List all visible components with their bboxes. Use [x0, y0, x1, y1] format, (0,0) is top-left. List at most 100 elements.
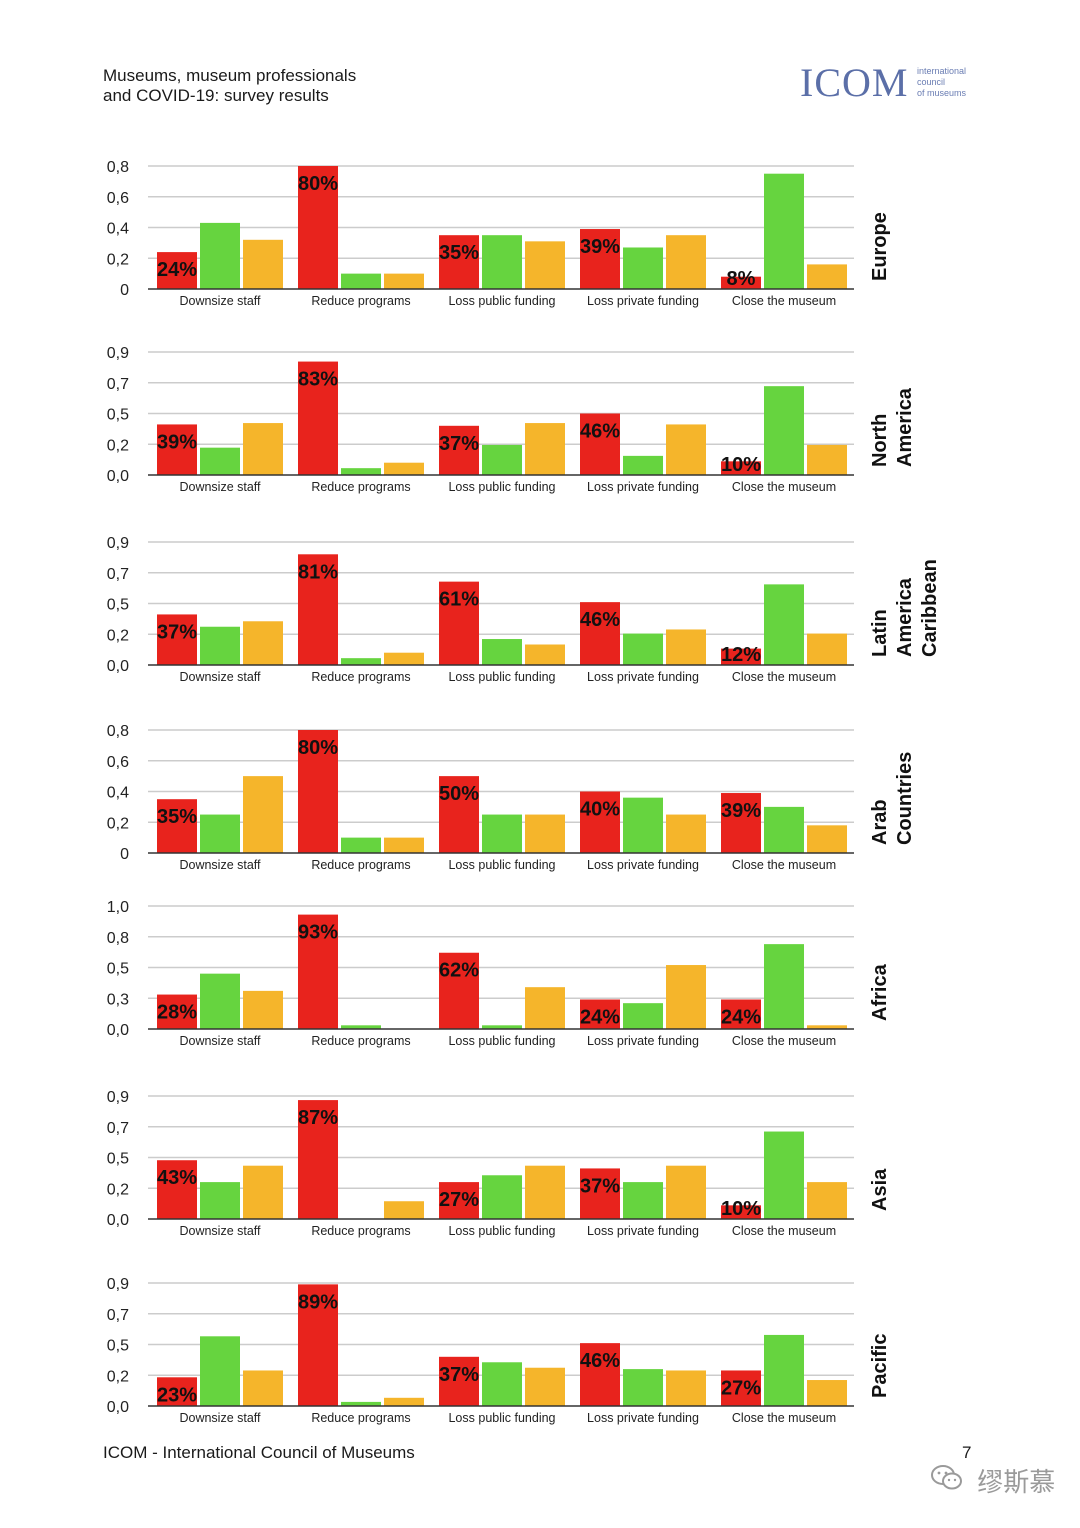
bar-orange	[384, 462, 424, 475]
category-label: Loss private funding	[587, 670, 699, 684]
bar-red	[157, 994, 197, 1029]
bar-red	[298, 166, 338, 289]
data-label: 39%	[721, 800, 761, 822]
bar-red	[439, 235, 479, 289]
chart-north-america: 0,0 0,2 0,5 0,7 0,9 39% 83% 37% 46% 10% Downsize s…	[107, 345, 916, 494]
y-tick-label: 0,7	[107, 566, 129, 583]
data-label: 24%	[721, 1006, 761, 1028]
bar-red	[298, 730, 338, 853]
bar-red	[721, 1370, 761, 1406]
category-label: Reduce programs	[311, 670, 410, 684]
data-label: 87%	[298, 1107, 338, 1129]
data-label: 80%	[298, 173, 338, 195]
bar-green	[482, 235, 522, 289]
data-label: 80%	[298, 737, 338, 759]
data-label: 12%	[721, 644, 761, 666]
category-label: Reduce programs	[311, 858, 410, 872]
bar-green	[200, 1336, 240, 1406]
bar-red	[157, 1377, 197, 1406]
category-label: Close the museum	[732, 670, 836, 684]
footer-text: ICOM - International Council of Museums	[103, 1443, 415, 1462]
y-tick-label: 0,4	[107, 221, 129, 238]
bar-green	[341, 1401, 381, 1406]
bar-red	[439, 1356, 479, 1406]
y-tick-label: 0	[120, 282, 129, 299]
category-label: Loss public funding	[448, 1034, 555, 1048]
watermark-text: 缪斯慕	[977, 1467, 1056, 1498]
category-label: Loss public funding	[448, 670, 555, 684]
bar-green	[764, 584, 804, 665]
bar-orange	[666, 814, 706, 853]
y-tick-label: 0,5	[107, 1151, 129, 1168]
data-label: 24%	[580, 1006, 620, 1028]
category-label: Downsize staff	[179, 480, 261, 494]
y-tick-label: 0,5	[107, 597, 129, 614]
category-label: Downsize staff	[179, 858, 261, 872]
category-label: Reduce programs	[311, 1034, 410, 1048]
category-label: Reduce programs	[311, 1224, 410, 1238]
bar-orange	[525, 814, 565, 853]
data-label: 61%	[439, 589, 479, 611]
y-tick-label: 0,8	[107, 723, 129, 740]
bar-red	[439, 425, 479, 475]
category-label: Loss private funding	[587, 1411, 699, 1425]
y-tick-label: 0,5	[107, 407, 129, 424]
bar-green	[341, 468, 381, 475]
bar-red	[580, 413, 620, 475]
bar-green	[482, 1025, 522, 1029]
category-label: Reduce programs	[311, 480, 410, 494]
bar-red	[580, 602, 620, 665]
category-label: Downsize staff	[179, 1224, 261, 1238]
data-label: 50%	[439, 783, 479, 805]
bar-red	[157, 252, 197, 289]
data-label: 8%	[727, 268, 756, 290]
bar-orange	[384, 837, 424, 853]
bar-orange	[807, 444, 847, 475]
y-tick-label: 0,9	[107, 1276, 129, 1293]
bar-orange	[666, 1165, 706, 1219]
category-label: Close the museum	[732, 1034, 836, 1048]
bar-red	[439, 1182, 479, 1219]
region-label: Countries	[894, 752, 916, 845]
y-tick-label: 0,6	[107, 190, 129, 207]
y-tick-label: 0,8	[107, 159, 129, 176]
bar-green	[200, 814, 240, 853]
region-label: America	[894, 387, 916, 467]
bar-orange	[243, 621, 283, 665]
chart-latin-america-caribbean: 0,0 0,2 0,5 0,7 0,9 37% 81% 61% 46% 12% Downsize s…	[107, 535, 941, 684]
y-tick-label: 0,0	[107, 1022, 129, 1039]
category-label: Close the museum	[732, 1224, 836, 1238]
region-label: Pacific	[869, 1334, 891, 1398]
bar-green	[623, 455, 663, 475]
bar-red	[580, 229, 620, 289]
logo-sub-line3: of museums	[917, 88, 967, 98]
category-label: Loss private funding	[587, 1224, 699, 1238]
region-label: America	[894, 577, 916, 657]
category-label: Downsize staff	[179, 1411, 261, 1425]
bar-green	[200, 447, 240, 475]
y-tick-label: 0,0	[107, 468, 129, 485]
bar-green	[764, 1334, 804, 1406]
bar-orange	[243, 1165, 283, 1219]
bar-red	[439, 581, 479, 665]
data-label: 62%	[439, 960, 479, 982]
bar-green	[764, 944, 804, 1029]
bar-green	[623, 1369, 663, 1406]
data-label: 93%	[298, 922, 338, 944]
y-tick-label: 0,2	[107, 251, 129, 268]
data-label: 46%	[580, 609, 620, 631]
bar-orange	[525, 1367, 565, 1406]
data-label: 39%	[580, 236, 620, 258]
y-tick-label: 0,4	[107, 785, 129, 802]
data-label: 23%	[157, 1384, 197, 1406]
region-label: Arab	[869, 799, 891, 845]
page-number: 7	[962, 1443, 972, 1462]
bar-orange	[525, 987, 565, 1029]
icom-logo: ICOM international council of museums	[800, 62, 990, 104]
data-label: 37%	[157, 621, 197, 643]
data-label: 35%	[439, 242, 479, 264]
bar-green	[200, 222, 240, 289]
bar-green	[200, 973, 240, 1029]
bar-orange	[807, 633, 847, 665]
bar-red	[721, 276, 761, 289]
